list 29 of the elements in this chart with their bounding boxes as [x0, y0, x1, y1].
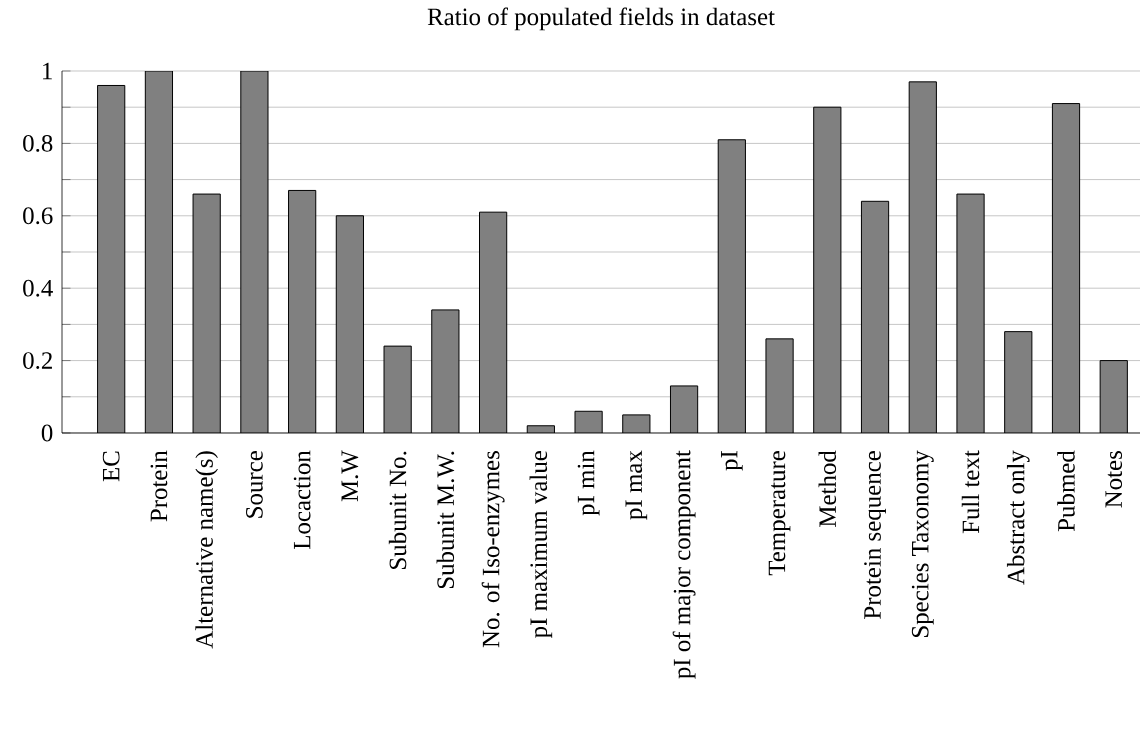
y-tick-label: 0.2	[23, 352, 52, 370]
x-tick-label: Subunit No.	[388, 451, 407, 569]
x-tick-label: Protein sequence	[864, 451, 886, 619]
x-tick-label: pI max	[625, 450, 648, 520]
x-tick-label: pI maximum value	[529, 451, 553, 638]
y-tick-label: 0.8	[23, 134, 53, 152]
x-tick-label: Locaction	[293, 450, 311, 550]
x-tick-label: Notes	[1105, 451, 1123, 508]
x-tick-label: pI	[721, 451, 743, 471]
x-tick-label: pI min	[577, 450, 600, 516]
x-tick-label: Abstract only	[1006, 450, 1030, 585]
y-tick-label: 0	[41, 424, 53, 442]
x-tick-label: Full text	[961, 450, 980, 534]
y-tick-label: 0.6	[23, 207, 53, 225]
x-tick-label: Alternative name(s)	[195, 451, 218, 649]
x-tick-label: Protein	[150, 450, 168, 522]
x-tick-label: Method	[818, 450, 837, 527]
x-tick-label: M.W	[341, 450, 359, 502]
y-tick-label: 1	[43, 62, 52, 80]
x-tick-label: Subunit M.W.	[436, 451, 455, 589]
x-tick-label: EC	[102, 451, 120, 482]
x-tick-label: Source	[246, 451, 263, 518]
x-tick-label: Species Taxonomy	[911, 450, 934, 638]
y-tick-label: 0.4	[23, 279, 53, 297]
x-tick-label: Pubmed	[1057, 450, 1075, 532]
x-tick-label: No. of Iso-enzymes	[481, 451, 505, 648]
x-tick-label: pI of major component	[672, 450, 696, 679]
chart-title: Ratio of populated fields in dataset	[427, 7, 775, 31]
x-tick-label: Temperature	[768, 451, 791, 576]
